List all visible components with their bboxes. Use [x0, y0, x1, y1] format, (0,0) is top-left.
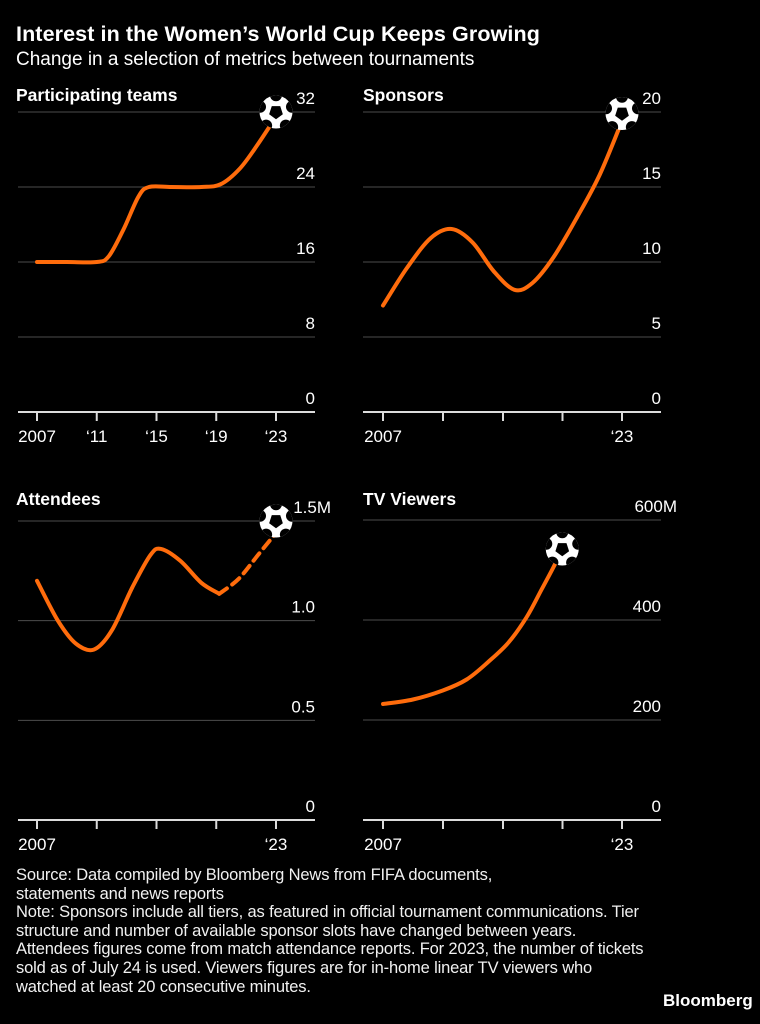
x-axis-label: ‘23 — [265, 427, 288, 446]
y-axis-label: 0 — [652, 389, 661, 408]
x-axis-label: 2007 — [364, 427, 402, 446]
y-axis-label: 5 — [652, 314, 661, 333]
sponsors-curve-line — [381, 119, 624, 308]
x-axis-label: ‘15 — [145, 427, 168, 446]
x-axis: 2007 ‘23 — [18, 821, 287, 854]
source-text: Source: Data compiled by Bloomberg News … — [16, 866, 493, 903]
x-axis-label: 2007 — [364, 835, 402, 854]
x-axis-label: 2007 — [18, 427, 56, 446]
chart-tile-sponsors: Sponsors 20 15 10 5 0 2007 ‘23 — [363, 85, 703, 463]
x-axis: 2007 ‘23 — [364, 821, 633, 854]
bloomberg-logo: Bloomberg — [663, 991, 753, 1010]
y-axis-label: 400 — [633, 597, 661, 616]
chart-title-attendees: Attendees — [16, 489, 101, 509]
x-axis-label: ‘19 — [205, 427, 228, 446]
y-axis-label: 200 — [633, 697, 661, 716]
note-text: Note: Sponsors include all tiers, as fea… — [16, 903, 644, 996]
chart-title-tv-viewers: TV Viewers — [363, 489, 457, 509]
x-axis-label: ‘23 — [265, 835, 288, 854]
y-axis-label: 8 — [306, 314, 315, 333]
page-subtitle: Change in a selection of metrics between… — [16, 49, 475, 70]
chart-canvas-sponsors: 20 15 10 5 0 2007 ‘23 — [363, 89, 661, 446]
x-axis: 2007 ‘23 — [364, 413, 633, 446]
y-axis-label: 0 — [652, 797, 661, 816]
y-axis-label: 20 — [642, 89, 661, 108]
x-axis-label: 2007 — [18, 835, 56, 854]
chart-canvas-participating-teams: 32 24 16 8 0 2007 ‘11 ‘15 ‘19 ‘23 — [18, 89, 315, 446]
attendees-curve-line — [35, 546, 222, 653]
chart-canvas-tv-viewers: 600M 400 200 0 2007 ‘23 — [363, 497, 677, 854]
x-axis-label: ‘23 — [611, 427, 634, 446]
y-axis-label: 16 — [296, 239, 315, 258]
viewers-curve-line — [381, 547, 565, 706]
soccer-ball-icon — [605, 97, 639, 130]
teams-curve-line — [35, 114, 278, 265]
y-gridlines: 1.5M 1.0 0.5 0 — [18, 498, 331, 821]
soccer-ball-icon — [259, 95, 293, 129]
y-axis-label: 0 — [306, 389, 315, 408]
chart-title-participating-teams: Participating teams — [16, 85, 178, 105]
y-axis-label: 0 — [306, 797, 315, 816]
x-axis-label: ‘11 — [86, 427, 107, 446]
chart-tile-participating-teams: Participating teams 32 24 16 8 0 2007 ‘11 ‘15 ‘1… — [16, 85, 356, 463]
y-gridlines: 20 15 10 5 0 — [363, 89, 661, 413]
y-axis-label: 1.0 — [291, 598, 315, 617]
y-axis-label: 15 — [642, 164, 661, 183]
footer: Source: Data compiled by Bloomberg News … — [16, 866, 644, 996]
y-axis-label: 10 — [642, 239, 661, 258]
chart-title-sponsors: Sponsors — [363, 85, 444, 105]
chart-tile-attendees: Attendees 1.5M 1.0 0.5 0 2007 ‘23 — [16, 489, 356, 867]
y-axis-label: 600M — [634, 497, 677, 516]
chart-canvas-attendees: 1.5M 1.0 0.5 0 2007 ‘23 — [18, 498, 331, 854]
soccer-ball-icon — [545, 532, 579, 566]
y-axis-label: 1.5M — [293, 498, 331, 517]
soccer-ball-icon — [259, 504, 293, 538]
x-axis-label: ‘23 — [611, 835, 634, 854]
y-axis-label: 32 — [296, 89, 315, 108]
y-axis-label: 24 — [296, 164, 315, 183]
x-axis: 2007 ‘11 ‘15 ‘19 ‘23 — [18, 413, 287, 446]
y-axis-label: 0.5 — [291, 697, 315, 716]
page-title: Interest in the Women’s World Cup Keeps … — [16, 22, 540, 46]
chart-tile-tv-viewers: TV Viewers 600M 400 200 0 2007 ‘23 — [363, 489, 703, 867]
y-gridlines: 600M 400 200 0 — [363, 497, 677, 821]
y-gridlines: 32 24 16 8 0 — [18, 89, 315, 413]
attendees-projection-line — [217, 531, 278, 596]
